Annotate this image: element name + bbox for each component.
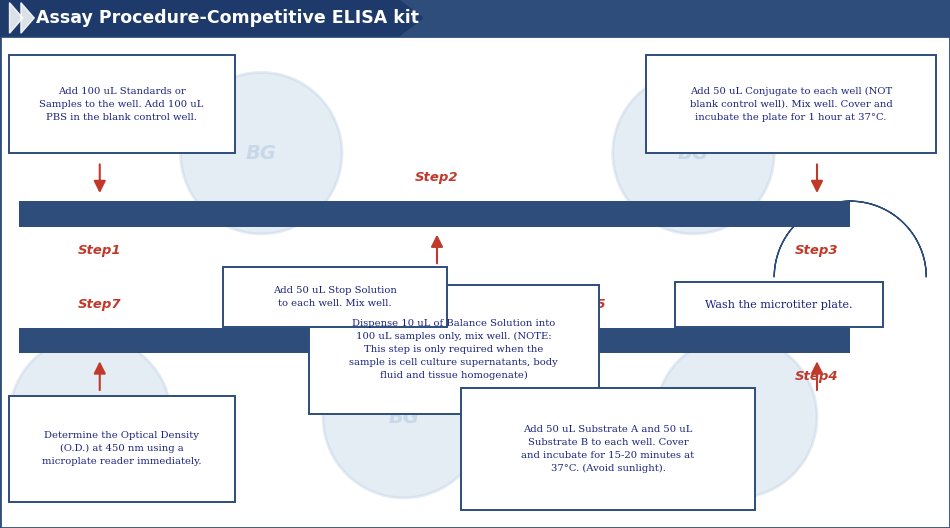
Text: Add 100 uL Standards or
Samples to the well. Add 100 uL
PBS in the blank control: Add 100 uL Standards or Samples to the w… [39,87,204,121]
Polygon shape [774,201,926,277]
Text: Step7: Step7 [78,298,122,310]
Polygon shape [10,3,23,33]
FancyBboxPatch shape [646,55,936,153]
Text: Dispense 10 uL of Balance Solution into
100 uL samples only, mix well. (NOTE:
Th: Dispense 10 uL of Balance Solution into … [350,319,558,380]
Text: BG: BG [246,144,276,163]
Text: Wash the microtiter plate.: Wash the microtiter plate. [705,300,853,310]
Ellipse shape [10,336,171,498]
Text: Step1: Step1 [78,244,122,257]
FancyBboxPatch shape [223,267,446,327]
FancyBboxPatch shape [19,201,850,227]
FancyBboxPatch shape [0,0,950,36]
Ellipse shape [180,72,342,234]
Ellipse shape [656,336,817,498]
FancyBboxPatch shape [309,285,598,414]
Text: BG: BG [721,408,751,427]
FancyBboxPatch shape [461,388,755,510]
Text: Add 50 uL Stop Solution
to each well. Mix well.: Add 50 uL Stop Solution to each well. Mi… [273,286,397,308]
Text: Step5: Step5 [562,298,606,310]
FancyBboxPatch shape [19,328,850,353]
Ellipse shape [613,72,774,234]
Text: Step3: Step3 [795,244,839,257]
FancyBboxPatch shape [9,396,235,502]
FancyBboxPatch shape [9,55,235,153]
Text: BG: BG [75,408,105,427]
Ellipse shape [323,336,484,498]
Polygon shape [21,3,34,33]
Text: BG: BG [389,408,419,427]
FancyBboxPatch shape [675,282,883,327]
Text: Determine the Optical Density
(O.D.) at 450 nm using a
microplate reader immedia: Determine the Optical Density (O.D.) at … [42,431,201,466]
Text: Add 50 uL Conjugate to each well (NOT
blank control well). Mix well. Cover and
i: Add 50 uL Conjugate to each well (NOT bl… [690,87,892,121]
Polygon shape [0,0,423,36]
Text: BG: BG [678,144,709,163]
Text: Step6: Step6 [320,371,364,383]
Text: Step4: Step4 [795,371,839,383]
Text: Assay Procedure-Competitive ELISA kit: Assay Procedure-Competitive ELISA kit [36,9,419,27]
Text: Add 50 uL Substrate A and 50 uL
Substrate B to each well. Cover
and incubate for: Add 50 uL Substrate A and 50 uL Substrat… [522,425,694,473]
Text: Step2: Step2 [415,171,459,184]
